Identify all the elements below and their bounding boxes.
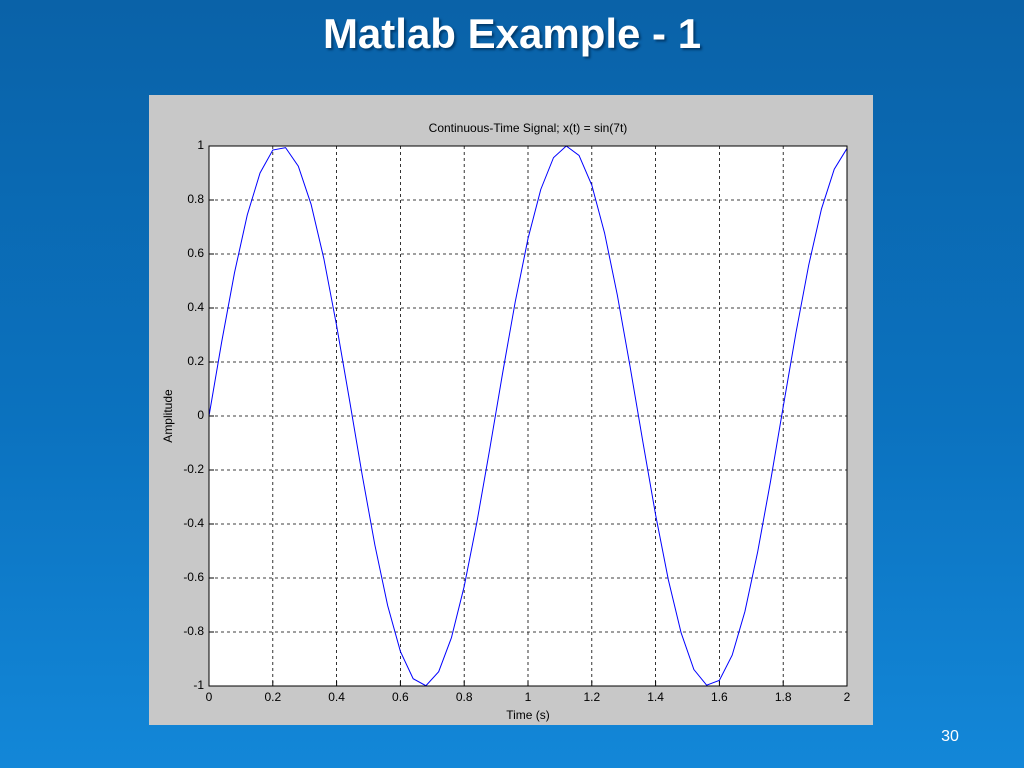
x-tick-label: 0.6: [392, 690, 409, 704]
y-tick-label: 0: [197, 408, 204, 422]
x-tick-label: 0.2: [264, 690, 281, 704]
x-tick-label: 1: [525, 690, 532, 704]
y-axis-label: Amplitude: [161, 389, 175, 443]
x-tick-label: 0.4: [328, 690, 345, 704]
x-tick-label: 0: [206, 690, 213, 704]
x-tick-label: 0.8: [456, 690, 473, 704]
line-series: [208, 145, 848, 687]
y-tick-label: -0.6: [183, 570, 204, 584]
y-tick-label: 0.6: [187, 246, 204, 260]
y-tick-label: 0.8: [187, 192, 204, 206]
y-tick-label: -0.8: [183, 624, 204, 638]
chart: Continuous-Time Signal; x(t) = sin(7t) T…: [149, 95, 873, 725]
x-tick-label: 1.4: [647, 690, 664, 704]
slide-title: Matlab Example - 1: [322, 10, 702, 57]
y-tick-label: -0.4: [183, 516, 204, 530]
chart-title: Continuous-Time Signal; x(t) = sin(7t): [429, 121, 628, 135]
y-tick-label: -1: [193, 678, 204, 692]
y-tick-label: 1: [197, 138, 204, 152]
page-number: 30: [941, 728, 959, 745]
x-axis-label: Time (s): [506, 708, 550, 722]
x-tick-label: 1.8: [775, 690, 792, 704]
y-tick-label: -0.2: [183, 462, 204, 476]
plot-border: [208, 145, 848, 687]
x-tick-label: 1.6: [711, 690, 728, 704]
x-tick-label: 1.2: [583, 690, 600, 704]
x-tick-label: 2: [844, 690, 851, 704]
y-tick-label: 0.2: [187, 354, 204, 368]
y-tick-label: 0.4: [187, 300, 204, 314]
